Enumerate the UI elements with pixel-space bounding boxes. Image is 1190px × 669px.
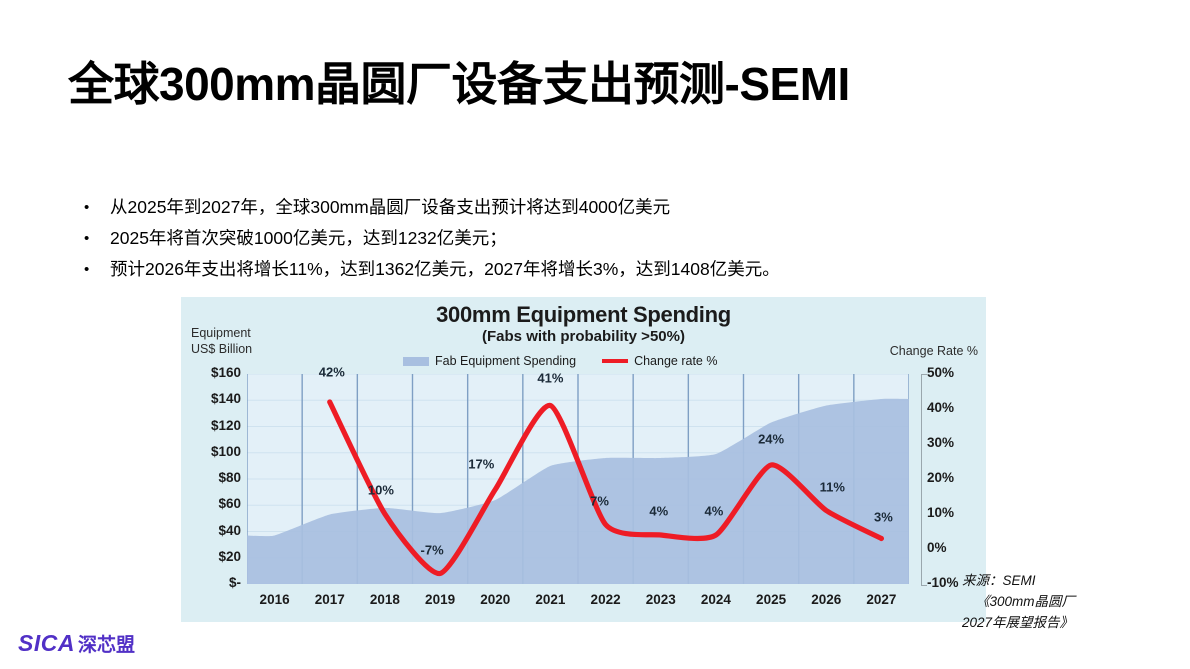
bullet-text: 从2025年到2027年，全球300mm晶圆厂设备支出预计将达到4000亿美元 (110, 197, 671, 217)
brand-logo-word: 深芯盟 (77, 635, 135, 656)
data-label: 4% (704, 503, 724, 519)
list-item: • 从2025年到2027年，全球300mm晶圆厂设备支出预计将达到4000亿美… (84, 192, 1034, 223)
chart-subtitle: (Fabs with probability >50%) (482, 328, 685, 345)
area-series-spending (247, 398, 909, 584)
plot-area: 42% 10% -7% 17% 41% 7% 4% 4% 24% 11% 3% (247, 365, 909, 584)
source-note: 来源：SEMI 《300mm晶圆厂 2027年展望报告》 (962, 570, 1182, 633)
x-axis-tick: 2026 (811, 592, 842, 607)
y-axis-tick: $100 (210, 443, 241, 459)
x-axis-tick: 2018 (369, 592, 400, 607)
page-title: 全球300mm晶圆厂设备支出预测-SEMI (68, 58, 850, 110)
x-axis-tick: 2022 (590, 592, 621, 607)
x-axis-tick: 2021 (535, 592, 566, 607)
y2-axis-tick: 10% (927, 505, 955, 520)
legend-swatch-line-icon (602, 359, 629, 363)
data-label: 42% (318, 364, 345, 380)
data-label: 24% (758, 431, 785, 447)
chart-panel: 300mm Equipment Spending (Fabs with prob… (181, 297, 986, 622)
x-axis-tick: 2020 (480, 592, 511, 607)
x-axis-tick: 2017 (314, 592, 345, 607)
bullet-marker-icon: • (84, 261, 90, 278)
data-label: 7% (590, 493, 609, 508)
y2-axis-tick: 20% (927, 470, 955, 485)
line-series-change-rate (327, 399, 885, 577)
data-label: 41% (537, 370, 564, 385)
y2-axis-tick-labels: 50% 40% 30% 20% 10% 0% -10% (919, 365, 981, 590)
bullet-text: 预计2026年支出将增长11%，达到1362亿美元，2027年将增长3%，达到1… (110, 259, 780, 279)
bullet-list: • 从2025年到2027年，全球300mm晶圆厂设备支出预计将达到4000亿美… (84, 192, 1034, 285)
data-label: 4% (649, 503, 669, 519)
y-axis-tick: $120 (210, 417, 241, 433)
y-axis-title: Equipment US$ Billion (191, 325, 252, 357)
y-axis-tick: $160 (210, 365, 241, 380)
bullet-marker-icon: • (84, 230, 90, 247)
y2-axis-tick: 0% (927, 540, 947, 555)
y-axis-tick: $60 (218, 496, 241, 512)
list-item: • 预计2026年支出将增长11%，达到1362亿美元，2027年将增长3%，达… (84, 254, 1034, 285)
data-label: 11% (819, 479, 845, 494)
x-axis-tick: 2016 (259, 592, 290, 607)
data-label: -7% (420, 542, 444, 557)
chart-title: 300mm Equipment Spending (436, 302, 731, 327)
y-axis-tick: $140 (210, 391, 241, 407)
list-item: • 2025年将首次突破1000亿美元，达到1232亿美元； (84, 223, 1034, 254)
data-label: 17% (468, 456, 495, 471)
x-axis-tick: 2023 (645, 592, 676, 607)
x-axis-tick-labels: 2016 2017 2018 2019 2020 2021 2022 2023 2024 2025… (247, 590, 909, 614)
x-axis-tick: 2024 (700, 592, 731, 607)
y-axis-tick: $80 (218, 470, 241, 485)
y2-axis-tick: 40% (927, 400, 955, 415)
data-label: 3% (874, 509, 893, 524)
legend-item-change-rate: Change rate % (602, 354, 717, 368)
y2-axis-tick: -10% (927, 575, 959, 590)
bullet-marker-icon: • (84, 199, 90, 216)
source-line-3: 2027年展望报告》 (962, 615, 1074, 630)
x-axis-tick: 2019 (425, 592, 456, 607)
y-axis-tick: $- (228, 575, 241, 590)
brand-logo: SICA 深芯盟 (18, 630, 135, 657)
y2-axis-tick: 30% (927, 435, 955, 450)
chart-svg (247, 374, 909, 584)
legend-swatch-area-icon (403, 356, 429, 366)
y-axis-tick: $20 (218, 548, 241, 564)
y-axis-tick-labels: $160 $140 $120 $100 $80 $60 $40 $20 $- (185, 365, 241, 590)
legend-label: Change rate % (634, 354, 718, 368)
data-label: 10% (367, 482, 394, 498)
legend-label: Fab Equipment Spending (435, 354, 577, 368)
y-axis-tick: $40 (218, 522, 241, 538)
bullet-text: 2025年将首次突破1000亿美元，达到1232亿美元； (110, 228, 507, 248)
y2-axis-line (921, 374, 927, 586)
source-line-2: 《300mm晶圆厂 (976, 594, 1076, 609)
y-axis-title-line2: US$ Billion (191, 342, 253, 356)
legend-item-spending: Fab Equipment Spending (403, 354, 576, 368)
y2-axis-title: Change Rate % (889, 344, 978, 358)
x-axis-tick: 2027 (866, 592, 897, 607)
x-axis-tick: 2025 (756, 592, 787, 607)
brand-logo-mark: SICA (18, 630, 75, 656)
source-line-1: 来源：SEMI (962, 573, 1036, 588)
y-axis-title-line1: Equipment (191, 326, 251, 340)
chart-legend: Fab Equipment Spending Change rate % (403, 354, 717, 368)
y2-axis-tick: 50% (927, 365, 955, 380)
